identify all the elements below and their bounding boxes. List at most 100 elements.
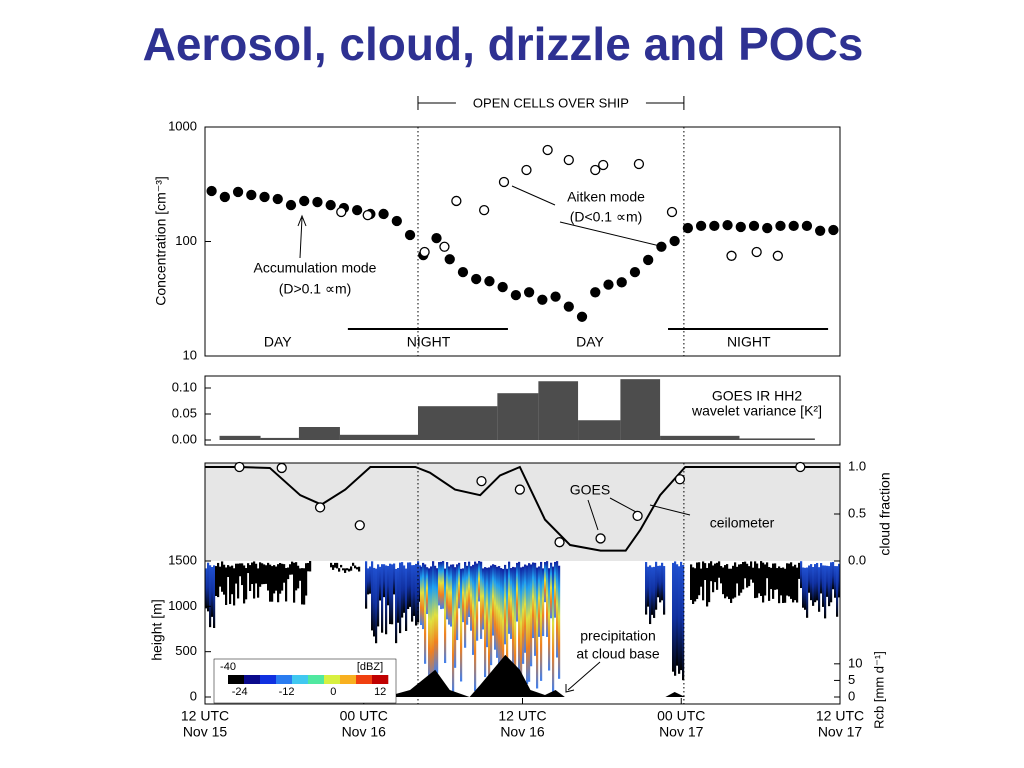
radar-echo <box>502 568 505 685</box>
point <box>554 537 565 548</box>
radar-echo <box>484 567 487 678</box>
radar-echo <box>426 567 429 614</box>
radar-echo <box>281 563 284 591</box>
radar-echo <box>413 565 416 616</box>
x-tick-date: Nov 17 <box>659 724 704 740</box>
point <box>695 220 707 231</box>
point <box>484 276 495 287</box>
radar-echo <box>500 568 503 674</box>
radar-echo <box>508 561 511 634</box>
radar-echo <box>722 567 725 595</box>
bar <box>739 438 815 440</box>
radar-echo <box>442 561 445 609</box>
radar-echo <box>728 568 731 600</box>
radar-echo <box>530 564 533 667</box>
radar-echo <box>241 563 244 586</box>
colorbar-under: -40 <box>220 661 236 673</box>
colorbar-tick: 0 <box>330 686 336 698</box>
point <box>471 273 482 285</box>
radar-echo <box>663 566 666 615</box>
radar-echo <box>548 568 551 671</box>
radar-echo <box>247 563 250 574</box>
radar-echo <box>750 561 753 580</box>
radar-echo <box>235 563 238 584</box>
span-label: OPEN CELLS OVER SHIP <box>473 95 629 110</box>
radar-echo <box>340 564 343 568</box>
radar-echo <box>657 565 660 598</box>
radar-echo <box>504 564 507 645</box>
colorbar-tick: -24 <box>232 686 248 698</box>
radar-echo <box>303 568 306 605</box>
radar-echo <box>291 561 294 575</box>
radar-echo <box>466 565 469 625</box>
point <box>497 281 508 293</box>
bar <box>260 437 299 440</box>
radar-echo <box>496 566 499 658</box>
radar-echo <box>528 563 531 682</box>
radar-echo <box>401 562 404 618</box>
point <box>391 215 402 227</box>
point <box>772 250 783 261</box>
radar-echo <box>802 567 805 608</box>
radar-echo <box>526 565 529 684</box>
y-tick-label: 10 <box>848 655 862 670</box>
radar-echo <box>488 567 491 695</box>
point <box>521 164 532 176</box>
point <box>351 204 363 216</box>
radar-echo <box>407 562 410 610</box>
point <box>815 225 826 236</box>
radar-echo <box>542 568 545 637</box>
radar-echo <box>834 566 837 598</box>
y-tick-label: 5 <box>848 672 855 687</box>
radar-echo <box>510 568 513 639</box>
radar-echo <box>297 565 300 589</box>
radar-echo <box>752 567 755 583</box>
radar-echo <box>352 562 355 566</box>
radar-echo <box>746 563 749 588</box>
radar-echo <box>518 561 521 674</box>
point <box>590 287 601 298</box>
point <box>762 222 773 234</box>
radar-echo <box>780 567 783 596</box>
radar-echo <box>239 563 242 577</box>
radar-echo <box>223 564 226 595</box>
radar-echo <box>546 561 549 637</box>
radar-echo <box>536 567 539 689</box>
radar-echo <box>836 566 839 617</box>
point <box>656 241 667 252</box>
radar-echo <box>446 562 449 620</box>
series-label: Accumulation mode <box>254 260 377 276</box>
radar-echo <box>227 565 230 578</box>
radar-echo <box>540 561 543 681</box>
radar-echo <box>786 563 789 596</box>
y-tick-label: 0 <box>190 688 197 703</box>
period-label: NIGHT <box>407 334 451 350</box>
radar-echo <box>676 564 679 666</box>
colorbar-tick: -12 <box>279 686 295 698</box>
y-tick-label: 1.0 <box>848 458 866 473</box>
radar-echo <box>205 568 208 609</box>
radar-echo <box>275 566 278 591</box>
radar-echo <box>516 562 519 622</box>
point <box>748 220 760 231</box>
radar-echo <box>704 563 707 581</box>
arrow <box>565 661 601 693</box>
radar-echo <box>808 565 811 593</box>
radar-echo <box>237 563 240 599</box>
radar-echo <box>271 566 274 602</box>
y-tick-label: 0 <box>848 688 855 703</box>
colorbar-cell <box>244 675 261 684</box>
radar-echo <box>354 565 357 569</box>
radar-echo <box>456 564 459 641</box>
radar-echo <box>558 565 561 679</box>
radar-echo <box>287 567 290 580</box>
radar-echo <box>552 566 555 692</box>
point <box>616 277 627 288</box>
radar-echo <box>520 567 523 690</box>
radar-echo <box>532 562 535 639</box>
radar-echo <box>440 561 443 610</box>
radar-echo <box>373 567 376 637</box>
radar-echo <box>655 561 658 610</box>
radar-echo <box>470 566 473 631</box>
point <box>788 220 799 231</box>
